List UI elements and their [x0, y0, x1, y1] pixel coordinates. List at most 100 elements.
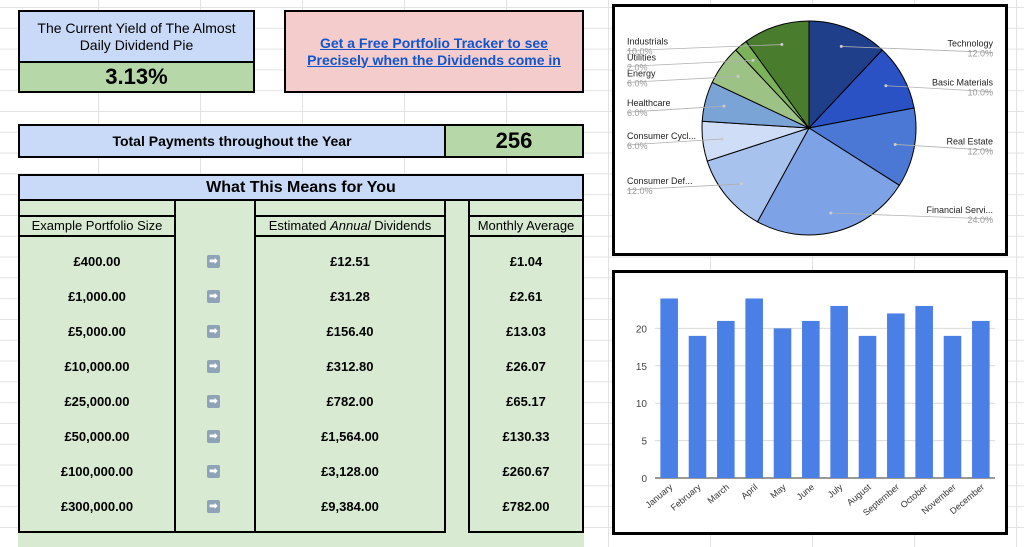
pie-slice-label: Basic Materials: [932, 78, 994, 88]
pie-slice: [706, 127, 811, 223]
portfolio-size-cell: £5,000.00: [68, 324, 126, 339]
right-arrow-icon: ➡: [207, 360, 220, 373]
monthly-average-cell: £260.67: [502, 464, 550, 479]
monthly-average-cell: £1.04: [509, 254, 543, 269]
payments-label: Total Payments throughout the Year: [18, 124, 446, 158]
pie-slice-value: 2.0%: [627, 62, 648, 72]
pie-leader-line: [895, 144, 994, 151]
pie-slice-value: 6.0%: [627, 78, 648, 88]
monthly-column-header: Monthly Average: [470, 215, 582, 237]
dividend-table: Example Portfolio Size Estimated Annual …: [18, 201, 584, 547]
portfolio-size-cell: £10,000.00: [64, 359, 130, 374]
pie-slice-label: Technology: [947, 38, 993, 48]
pie-leader-dot: [839, 44, 843, 48]
right-arrow-icon: ➡: [207, 325, 220, 338]
pie-leader-line: [830, 212, 994, 220]
bar: [660, 298, 678, 478]
bar: [915, 305, 933, 478]
right-arrow-icon: ➡: [207, 255, 220, 268]
annual-column: Estimated Annual Dividends: [254, 201, 446, 533]
pie-slice-value: 12.0%: [627, 186, 653, 196]
monthly-average-cell: £26.07: [506, 359, 546, 374]
pie-leader-dot: [722, 104, 726, 108]
right-arrow-icon: ➡: [207, 290, 220, 303]
pie-leader-dot: [829, 211, 833, 215]
yield-title: The Current Yield of The Almost Daily Di…: [18, 10, 255, 61]
annual-header-prefix: Estimated: [268, 218, 331, 233]
portfolio-tracker-link[interactable]: Get a Free Portfolio Tracker to see Prec…: [307, 34, 561, 68]
pie-slice-value: 12.0%: [967, 48, 993, 58]
pie-slice-value: 6.0%: [627, 108, 648, 118]
pie-leader-line: [626, 138, 722, 146]
right-arrow-icon: ➡: [207, 395, 220, 408]
means-heading: What This Means for You: [18, 174, 584, 201]
pie-leader-dot: [893, 142, 897, 146]
size-column: Example Portfolio Size: [18, 201, 176, 533]
sector-pie-chart: Technology 12.0% Basic Materials 10.0% Real …: [612, 4, 1008, 256]
portfolio-size-cell: £1,000.00: [68, 289, 126, 304]
tracker-link-box: Get a Free Portfolio Tracker to see Prec…: [284, 10, 584, 93]
bar: [688, 335, 707, 478]
annual-header-em: Annual: [330, 218, 371, 233]
monthly-average-cell: £13.03: [506, 324, 546, 339]
annual-dividend-cell: £31.28: [330, 289, 370, 304]
portfolio-size-cell: £300,000.00: [60, 499, 134, 514]
bar: [830, 305, 848, 478]
pie-leader-line: [841, 46, 994, 53]
pie-slice: [807, 107, 917, 187]
annual-dividend-cell: £3,128.00: [321, 464, 379, 479]
pie-leader-line: [626, 76, 739, 83]
bar: [745, 298, 763, 478]
bar: [943, 335, 962, 478]
annual-column-header: Estimated Annual Dividends: [256, 215, 444, 237]
bar-y-tick-label: 10: [636, 399, 648, 410]
bar-y-tick-label: 20: [636, 324, 648, 335]
bar-x-tick-label: July: [826, 482, 845, 500]
annual-header-suffix: Dividends: [370, 218, 432, 233]
pie-slice: [745, 20, 810, 130]
size-column-header: Example Portfolio Size: [20, 215, 174, 237]
pie-slice-label: Industrials: [627, 37, 669, 47]
bar: [773, 328, 792, 478]
arrow-column: [176, 237, 256, 533]
bar-x-tick-label: May: [768, 482, 788, 501]
monthly-average-cell: £2.61: [509, 289, 543, 304]
pie-slice-label: Healthcare: [627, 98, 671, 108]
portfolio-size-cell: £50,000.00: [64, 429, 130, 444]
pie-leader-dot: [884, 84, 888, 88]
pie-leader-dot: [736, 74, 740, 78]
bar: [887, 313, 905, 478]
bar-y-tick-label: 15: [636, 362, 648, 373]
monthly-average-cell: £65.17: [506, 394, 546, 409]
pie-leader-dot: [780, 43, 784, 47]
bar-x-tick-label: April: [739, 482, 759, 501]
annual-dividend-cell: £156.40: [326, 324, 374, 339]
payments-value: 256: [446, 124, 584, 158]
pie-slice-value: 10.0%: [967, 88, 993, 98]
bar-x-tick-label: February: [669, 482, 703, 513]
pie-slice-label: Consumer Def...: [627, 176, 693, 186]
pie-slice: [756, 127, 901, 236]
pie-leader-dot: [751, 58, 755, 62]
bar-y-tick-label: 5: [641, 437, 647, 448]
portfolio-size-cell: £25,000.00: [64, 394, 130, 409]
annual-dividend-cell: £9,384.00: [321, 499, 379, 514]
pie-leader-dot: [739, 182, 743, 186]
pie-leader-line: [885, 85, 994, 93]
pie-slice-label: Utilities: [627, 52, 657, 62]
pie-slice-label: Energy: [627, 68, 656, 78]
monthly-payments-bar-chart: 0 5 10 15 20 January February March April May June…: [612, 270, 1008, 535]
right-arrow-icon: ➡: [207, 465, 220, 478]
annual-dividend-cell: £12.51: [330, 254, 370, 269]
pie-leader-line: [626, 183, 742, 191]
annual-dividend-cell: £782.00: [326, 394, 374, 409]
pie-leader-dot: [720, 137, 724, 141]
monthly-column: Monthly Average: [468, 201, 584, 533]
pie-slice-value: 24.0%: [967, 215, 993, 225]
pie-slice-label: Consumer Cycl...: [627, 131, 696, 141]
right-arrow-icon: ➡: [207, 430, 220, 443]
bar-x-tick-label: March: [706, 482, 732, 506]
pie-slice-value: 12.0%: [967, 146, 993, 156]
